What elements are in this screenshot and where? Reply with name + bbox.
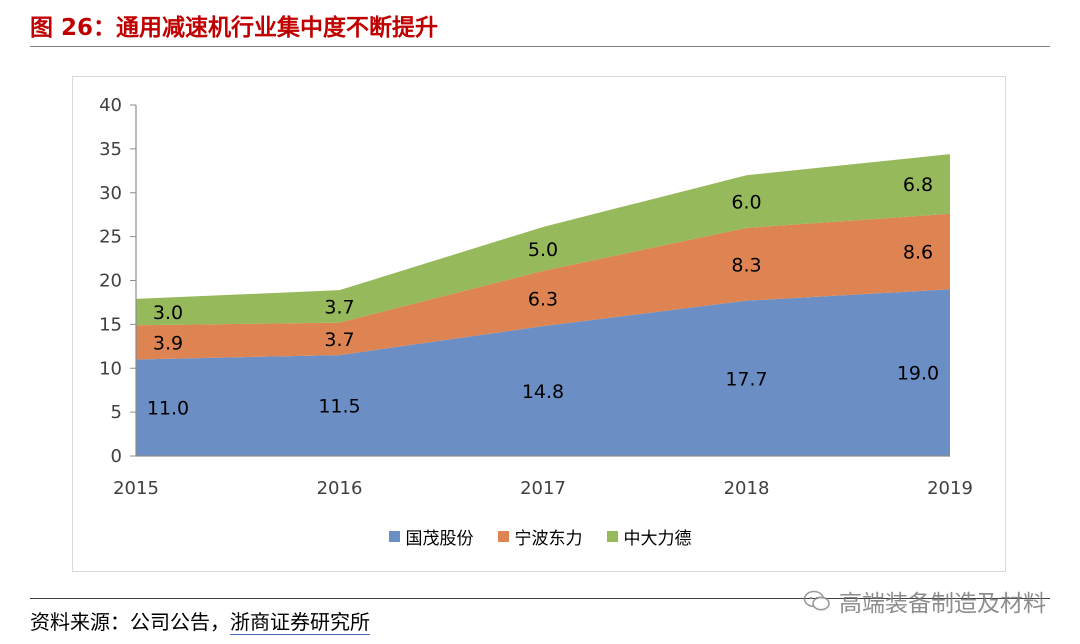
x-tick-label: 2017 [520, 478, 566, 499]
bottom-divider [30, 598, 1050, 599]
data-label: 3.9 [153, 332, 183, 354]
data-label: 5.0 [528, 239, 558, 261]
legend-item-series-1: 国茂股份 [388, 524, 474, 549]
data-label: 6.8 [903, 174, 933, 196]
area-series-1 [136, 289, 950, 456]
data-label: 6.0 [731, 192, 761, 214]
x-tick-label: 2019 [927, 478, 973, 499]
chart-frame [72, 76, 1006, 572]
x-tick-label: 2015 [113, 478, 159, 499]
legend-item-series-2: 宁波东力 [497, 524, 583, 549]
legend-swatch-series-3 [606, 531, 618, 542]
data-label: 8.6 [903, 242, 933, 264]
legend-swatch-series-2 [497, 531, 509, 542]
data-label: 17.7 [725, 368, 767, 390]
watermark: 高端装备制造及材料 [803, 584, 1046, 618]
data-label: 11.5 [318, 396, 360, 418]
data-label: 11.0 [147, 398, 189, 420]
source-note: 资料来源：公司公告，浙商证券研究所 [30, 606, 370, 635]
axes-layer: 0 5 10 15 20 25 30 35 40 2015 2016 2017 2018 2019 [99, 95, 973, 499]
legend: 国茂股份 宁波东力 中大力德 [0, 524, 1080, 549]
y-tick-label: 20 [99, 271, 122, 292]
y-tick-label: 5 [111, 402, 122, 423]
wechat-icon [803, 590, 830, 611]
y-tick-label: 10 [99, 358, 122, 379]
data-label: 3.0 [153, 302, 183, 324]
data-label: 8.3 [731, 254, 761, 276]
source-prefix: 资料来源：公司公告， [30, 610, 230, 634]
area-series-3 [136, 154, 950, 326]
legend-label-series-2: 宁波东力 [514, 529, 583, 549]
top-divider [30, 46, 1050, 47]
legend-item-series-3: 中大力德 [606, 524, 692, 549]
x-tick-label: 2018 [724, 478, 770, 499]
data-label: 3.7 [324, 296, 354, 318]
legend-label-series-1: 国茂股份 [405, 529, 474, 549]
x-tick-label: 2016 [317, 478, 363, 499]
legend-swatch-series-1 [388, 531, 400, 542]
legend-label-series-3: 中大力德 [623, 529, 692, 549]
source-company: 浙商证券研究所 [230, 610, 370, 635]
area-series-2 [136, 213, 950, 360]
y-tick-label: 35 [99, 139, 122, 160]
y-tick-label: 0 [111, 446, 122, 467]
y-tick-label: 30 [99, 183, 122, 204]
data-label: 3.7 [324, 329, 354, 351]
watermark-text: 高端装备制造及材料 [839, 591, 1046, 617]
data-label: 6.3 [528, 288, 558, 310]
y-tick-label: 40 [99, 95, 122, 116]
data-label: 14.8 [522, 381, 564, 403]
data-label-layer: 11.0 11.5 14.8 17.7 19.0 3.9 3.7 6.3 8.3 8.6 3.0 3.… [147, 174, 939, 420]
y-tick-label: 25 [99, 227, 122, 248]
data-label: 19.0 [897, 363, 939, 385]
figure-title: 图 26：通用减速机行业集中度不断提升 [30, 15, 439, 41]
area-layer [136, 154, 950, 456]
y-tick-label: 15 [99, 314, 122, 335]
